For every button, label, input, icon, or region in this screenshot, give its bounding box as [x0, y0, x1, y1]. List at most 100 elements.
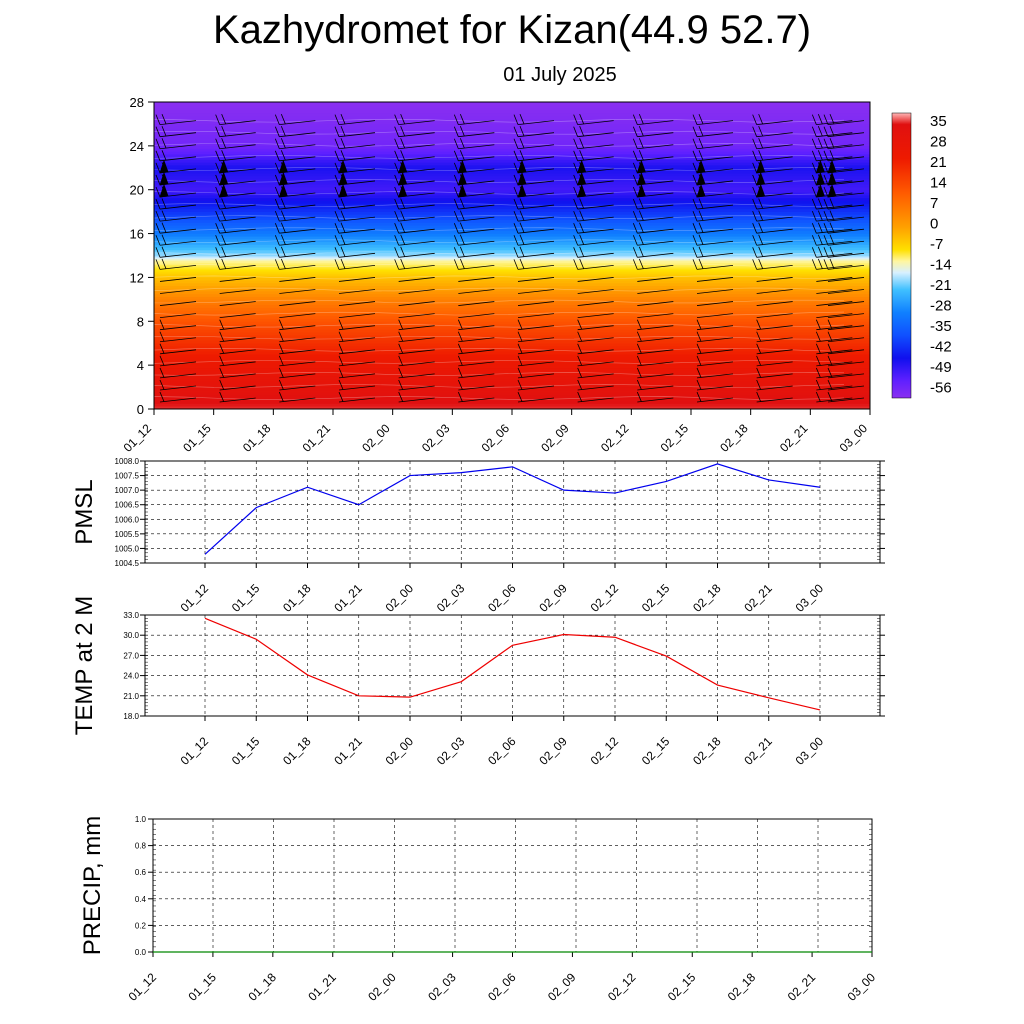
- wind-barb: [577, 216, 614, 222]
- wind-barb-flag: [221, 198, 227, 209]
- wind-barb-flag: [155, 174, 161, 186]
- temperature-band: [154, 145, 870, 149]
- temperature-band: [154, 312, 870, 317]
- wind-barb: [756, 216, 793, 222]
- y-tick-label: 21.0: [123, 692, 139, 701]
- wind-barb: [637, 361, 674, 367]
- wind-barb-flag: [338, 391, 344, 402]
- wind-barb: [827, 373, 865, 379]
- wind-barb-flag: [638, 210, 644, 221]
- wind-barb-flag: [453, 186, 459, 198]
- x-tick-label: 02_09: [538, 421, 572, 455]
- wind-barb: [517, 373, 555, 379]
- wind-barb: [696, 301, 734, 306]
- wind-barb-flag: [221, 222, 227, 233]
- wind-barb-flag: [579, 138, 585, 149]
- wind-barb-flag: [400, 198, 406, 209]
- wind-barb-flag: [519, 113, 525, 125]
- wind-barb-flag: [573, 223, 579, 234]
- wind-barb-flag: [453, 126, 459, 137]
- wind-barb-flag: [692, 174, 698, 186]
- x-tick-label: 02_00: [359, 421, 393, 455]
- wind-barb-flag: [215, 259, 221, 270]
- wind-barb-flag: [752, 138, 758, 149]
- wind-barb-flag: [698, 246, 704, 257]
- wind-barb-flag: [573, 247, 579, 258]
- temperature-band: [154, 120, 870, 125]
- wind-barb-flag: [459, 198, 465, 209]
- wind-barb-flag: [698, 113, 704, 125]
- wind-barb-flag: [400, 258, 406, 269]
- wind-barb-flag: [459, 138, 465, 149]
- wind-barb: [816, 385, 853, 391]
- y-tick-label: 1007.5: [115, 472, 140, 481]
- x-tick-label: 02_18: [725, 970, 759, 1004]
- wind-barb-flag: [155, 186, 161, 198]
- y-tick-label: 30.0: [123, 631, 139, 640]
- wind-barb: [577, 337, 614, 343]
- wind-barb: [756, 349, 793, 355]
- wind-barb: [756, 361, 793, 367]
- wind-barb-flag: [519, 126, 525, 137]
- temperature-band: [154, 299, 870, 303]
- wind-barb-flag: [692, 210, 698, 222]
- wind-barb-flag: [274, 126, 280, 137]
- wind-barb-flag: [394, 138, 400, 149]
- temperature-band: [154, 255, 870, 258]
- wind-barb: [696, 216, 734, 222]
- y-tick-label: 1004.5: [115, 559, 140, 568]
- wind-barb: [159, 373, 197, 379]
- wind-barb-flag: [636, 355, 642, 366]
- y-tick-label: 18.0: [123, 712, 139, 721]
- temperature-band: [154, 389, 870, 393]
- temperature-band: [154, 353, 870, 358]
- wind-barb: [816, 397, 853, 403]
- wind-barb-flag: [638, 222, 644, 233]
- wind-barb-flag: [752, 150, 758, 161]
- wind-barb-flag: [453, 247, 459, 258]
- wind-barb: [458, 325, 495, 331]
- temperature-band: [154, 162, 870, 166]
- wind-barb-flag: [827, 331, 833, 342]
- wind-barb-pennant: [219, 183, 229, 198]
- wind-barb: [219, 325, 256, 331]
- wind-barb-flag: [811, 186, 817, 198]
- wind-barb: [279, 264, 316, 270]
- wind-barb-flag: [756, 391, 762, 402]
- wind-barb: [827, 156, 865, 162]
- wind-barb: [756, 325, 793, 331]
- wind-barb-flag: [811, 223, 817, 234]
- wind-barb-flag: [394, 198, 400, 210]
- wind-barb: [696, 264, 734, 270]
- wind-barb-flag: [636, 379, 642, 390]
- wind-barb-flag: [155, 150, 161, 161]
- wind-barb: [637, 277, 674, 282]
- wind-barb-pennant: [756, 171, 766, 186]
- wind-barb: [159, 144, 197, 150]
- temperature-band: [154, 175, 870, 180]
- wind-barb-pennant: [338, 159, 348, 174]
- temperature-band: [154, 386, 870, 391]
- wind-barb: [577, 120, 614, 126]
- temperature-band: [154, 230, 870, 234]
- wind-barb-flag: [632, 235, 638, 246]
- wind-barb-flag: [334, 235, 340, 246]
- wind-barb: [219, 156, 256, 162]
- wind-barb: [398, 325, 435, 331]
- x-tick-label: 03_00: [793, 581, 827, 615]
- wind-barb: [816, 337, 853, 343]
- wind-barb-flag: [334, 210, 340, 222]
- wind-barb-flag: [338, 367, 344, 378]
- x-tick-label: 02_12: [605, 970, 639, 1004]
- wind-barb-flag: [638, 198, 644, 209]
- wind-barb: [159, 264, 197, 270]
- wind-barb-flag: [696, 319, 702, 330]
- wind-barb-flag: [752, 162, 758, 174]
- wind-barb: [827, 277, 865, 282]
- temperature-band: [154, 266, 870, 270]
- wind-barb-flag: [155, 138, 161, 149]
- wind-barb: [517, 289, 555, 294]
- wind-barb: [637, 397, 674, 403]
- wind-barb: [279, 144, 316, 150]
- wind-barb: [338, 228, 376, 234]
